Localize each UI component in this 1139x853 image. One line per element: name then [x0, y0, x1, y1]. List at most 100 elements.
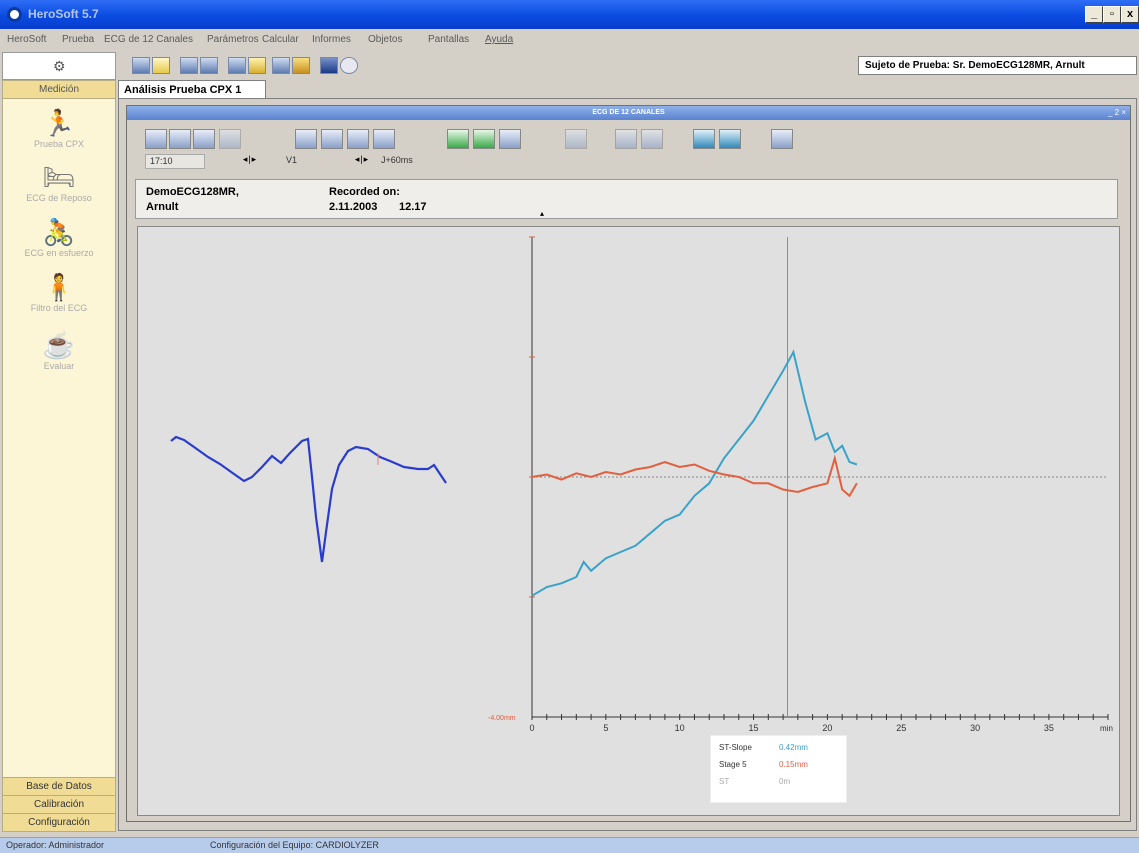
layout-4-icon[interactable]	[219, 129, 241, 149]
printer-icon[interactable]	[693, 129, 715, 149]
lead-stepper[interactable]: ◂|▸	[354, 154, 370, 164]
clipboard-icon[interactable]	[771, 129, 793, 149]
chart-area: 0 5 10 15 20 25 30 35 min -4.00mm ST-Slope 0.42mm…	[137, 226, 1120, 816]
sidebar-item-label: Evaluar	[43, 361, 75, 371]
layout-2-icon[interactable]	[169, 129, 191, 149]
legend-value-1: 0.15mm	[779, 760, 808, 769]
gear-icon[interactable]: ⚙	[53, 58, 66, 74]
restore-button[interactable]: ▫	[1103, 6, 1121, 23]
x-tick-label: 20	[822, 723, 832, 733]
sidebar-item-label: ECG en esfuerzo	[24, 248, 94, 258]
chart-svg: 0 5 10 15 20 25 30 35 min -4.00mm	[170, 236, 1113, 733]
folder-icon[interactable]	[152, 57, 170, 74]
table-icon[interactable]	[499, 129, 521, 149]
patient-name: DemoECG128MR,	[146, 186, 239, 198]
patient-surname: Arnult	[146, 201, 179, 213]
chart-axes: 0 5 10 15 20 25 30 35 min -4.00mm	[488, 236, 1113, 733]
delete-icon[interactable]	[641, 129, 663, 149]
menu-prueba[interactable]: Prueba	[62, 34, 95, 45]
print-preview-icon[interactable]	[200, 57, 218, 74]
app-logo-icon	[7, 7, 22, 22]
clock-icon[interactable]	[340, 57, 358, 74]
sidebar-item-label: Filtro del ECG	[30, 303, 88, 313]
bar-chart-icon[interactable]	[321, 129, 343, 149]
layout-3-icon[interactable]	[193, 129, 215, 149]
sidebar-item-label: Prueba CPX	[33, 139, 85, 149]
export-right-icon[interactable]	[447, 129, 469, 149]
person-icon: 🧍	[42, 272, 76, 302]
sidebar: Medición 🏃 Prueba CPX 🛏 ECG de Reposo 🚴 …	[2, 80, 116, 832]
offset-field[interactable]: J+60ms	[381, 155, 413, 165]
x-tick-label: 30	[970, 723, 980, 733]
x-tick-label: 35	[1044, 723, 1054, 733]
chart-legend: ST-Slope 0.42mm Stage 5 0.15mm ST 0m	[710, 735, 847, 803]
status-operator: Operador: Administrador	[6, 840, 105, 850]
sidebar-item-evaluar[interactable]: ☕ Evaluar	[3, 331, 115, 371]
layout-1-icon[interactable]	[145, 129, 167, 149]
collapse-icon[interactable]: ▴	[540, 209, 545, 218]
y-tick-label: -4.00mm	[488, 715, 516, 722]
ecg-window-title: ECG DE 12 CANALES	[127, 106, 1130, 120]
status-bar: Operador: Administrador Configuración de…	[0, 837, 1139, 853]
calculator-icon[interactable]	[248, 57, 266, 74]
sidebar-item-esfuerzo[interactable]: 🚴 ECG en esfuerzo	[3, 218, 115, 258]
x-tick-label: 15	[749, 723, 759, 733]
time-field[interactable]: 17:10	[145, 154, 205, 169]
menu-pantallas[interactable]: Pantallas	[428, 34, 470, 45]
calibration-button[interactable]: Calibración	[3, 795, 115, 813]
export-icon[interactable]	[292, 57, 310, 74]
legend-name-2: ST	[719, 777, 730, 786]
legend-name-1: Stage 5	[719, 760, 747, 769]
recorded-label: Recorded on:	[329, 186, 400, 198]
zoom-icon[interactable]	[373, 129, 395, 149]
sidebar-item-reposo[interactable]: 🛏 ECG de Reposo	[3, 163, 115, 203]
menu-calcular[interactable]: Calcular	[262, 34, 299, 45]
menu-herosoft[interactable]: HeroSoft	[7, 34, 47, 45]
sidebar-item-filtro[interactable]: 🧍 Filtro del ECG	[3, 273, 115, 313]
menu-ecg[interactable]: ECG de 12 Canales	[104, 34, 193, 45]
database-button[interactable]: Base de Datos	[3, 777, 115, 795]
time-stepper[interactable]: ◂|▸	[242, 154, 258, 164]
legend-value-2: 0m	[779, 777, 791, 786]
open-icon[interactable]	[132, 57, 150, 74]
x-tick-label: 10	[675, 723, 685, 733]
printer-icon[interactable]	[272, 57, 290, 74]
x-unit-label: min	[1100, 724, 1113, 733]
export-list-icon[interactable]	[473, 129, 495, 149]
ecg-beat-waveform	[170, 435, 447, 563]
sidebar-settings-box: ⚙	[2, 52, 116, 80]
legend-value-0: 0.42mm	[779, 743, 808, 752]
minimize-button[interactable]: _	[1085, 6, 1103, 23]
print-setup-icon[interactable]	[719, 129, 741, 149]
status-config: Configuración del Equipo: CARDIOLYZER	[210, 840, 379, 850]
ecg-window: ECG DE 12 CANALES _ 2 × 17:10 ◂|▸ V1 ◂|▸…	[126, 105, 1131, 822]
menu-ayuda[interactable]: Ayuda	[485, 34, 514, 45]
lead-field[interactable]: V1	[286, 155, 298, 165]
save-icon[interactable]	[180, 57, 198, 74]
search-icon[interactable]	[565, 129, 587, 149]
tools-icon[interactable]	[228, 57, 246, 74]
menu-objetos[interactable]: Objetos	[368, 34, 403, 45]
window-title: HeroSoft 5.7	[28, 7, 99, 21]
legend-name-0: ST-Slope	[719, 743, 752, 752]
sidebar-header[interactable]: Medición	[3, 81, 115, 99]
x-tick-label: 0	[529, 723, 534, 733]
series-line-1	[531, 454, 858, 498]
menu-bar: HeroSoft Prueba ECG de 12 Canales Paráme…	[0, 29, 1139, 52]
recorded-time: 12.17	[399, 201, 427, 213]
close-button[interactable]: x	[1121, 6, 1139, 23]
window-icon[interactable]	[347, 129, 369, 149]
menu-informes[interactable]: Informes	[312, 34, 351, 45]
grid-icon[interactable]	[320, 57, 338, 74]
sidebar-item-cpx[interactable]: 🏃 Prueba CPX	[3, 109, 115, 149]
ecg-window-controls[interactable]: _ 2 ×	[1107, 108, 1126, 117]
evaluate-icon: ☕	[42, 330, 76, 360]
recorded-date: 2.11.2003	[329, 201, 378, 213]
menu-parametros[interactable]: Parámetros	[207, 34, 259, 45]
chart-marks	[531, 237, 858, 717]
tab-analysis[interactable]: Análisis Prueba CPX 1	[118, 80, 266, 99]
runner-icon: 🏃	[42, 108, 76, 138]
configuration-button[interactable]: Configuración	[3, 813, 115, 831]
save-disk-icon[interactable]	[615, 129, 637, 149]
overlay-icon[interactable]	[295, 129, 317, 149]
